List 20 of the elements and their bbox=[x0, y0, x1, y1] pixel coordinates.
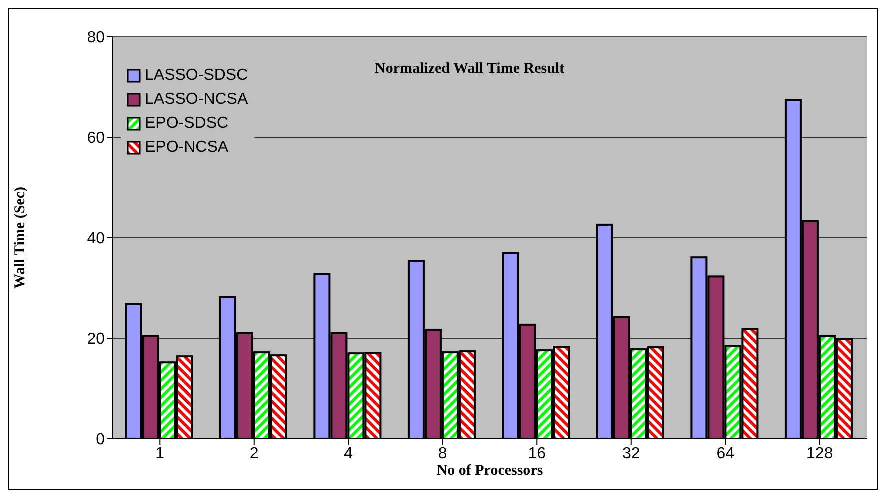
y-tick-label: 40 bbox=[87, 230, 106, 248]
x-tick-label: 32 bbox=[622, 445, 640, 462]
x-axis-title: No of Processors bbox=[436, 463, 544, 479]
text: Normalized Wall Time Result bbox=[375, 61, 565, 78]
y-tick-label: 80 bbox=[87, 30, 106, 47]
legend-label: LASSO-NCSA bbox=[145, 91, 248, 109]
x-tick-label: 16 bbox=[528, 445, 546, 462]
legend-label: EPO-SDSC bbox=[145, 115, 229, 133]
x-tick-label: 2 bbox=[250, 445, 259, 462]
y-tick-label: 20 bbox=[87, 331, 106, 348]
legend-label: EPO-NCSA bbox=[145, 139, 229, 157]
x-tick-label: 1 bbox=[156, 445, 165, 462]
x-tick-label: 4 bbox=[344, 445, 354, 462]
x-tick-label: 64 bbox=[716, 445, 735, 462]
y-axis-title: Wall Time (Sec) bbox=[12, 187, 28, 289]
x-tick-label: 128 bbox=[806, 445, 834, 462]
legend-label: LASSO-SDSC bbox=[145, 67, 248, 85]
x-tick-label: 8 bbox=[438, 445, 448, 462]
y-tick-label: 0 bbox=[96, 432, 106, 449]
y-tick-label: 60 bbox=[87, 130, 106, 148]
